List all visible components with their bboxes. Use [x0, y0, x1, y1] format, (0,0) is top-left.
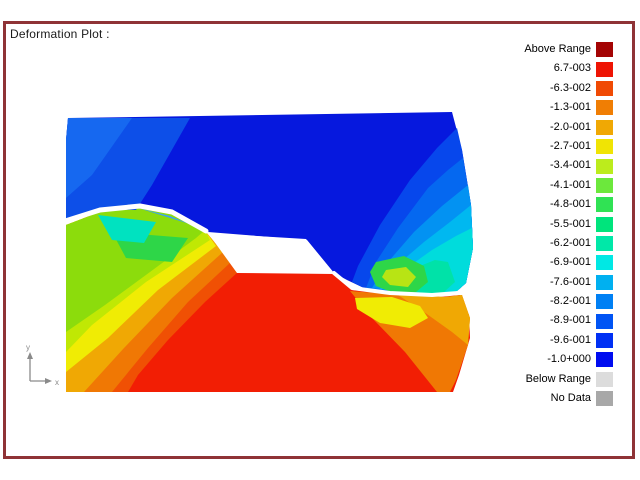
legend-swatch — [596, 333, 613, 349]
legend-row: -2.7-001 — [524, 137, 613, 156]
legend-row: Below Range — [524, 370, 613, 389]
legend-swatch — [596, 80, 613, 96]
legend-swatch — [596, 216, 613, 232]
legend-swatch — [596, 294, 613, 310]
legend-swatch — [596, 352, 613, 368]
legend-label: -2.0-001 — [550, 120, 591, 133]
legend-swatch — [596, 236, 613, 252]
legend-label: 6.7-003 — [553, 62, 591, 75]
page-title: Deformation Plot : — [10, 27, 110, 41]
legend-label: -3.4-001 — [550, 159, 591, 172]
legend-label: -9.6-001 — [550, 333, 591, 346]
legend-label: -8.2-001 — [550, 295, 591, 308]
legend-row: 6.7-003 — [524, 59, 613, 78]
legend-label: Above Range — [524, 43, 591, 55]
legend: Above Range 6.7-003 -6.3-002 -1.3-001 -2.0-0… — [524, 40, 613, 408]
legend-swatch — [596, 274, 613, 290]
y-axis-arrowhead — [27, 352, 33, 359]
x-axis-arrowhead — [45, 378, 52, 384]
legend-swatch — [596, 313, 613, 329]
legend-swatch — [596, 100, 613, 116]
legend-label: -7.6-001 — [550, 275, 591, 288]
interface-crack-left — [59, 203, 209, 234]
legend-swatch — [596, 255, 613, 271]
upper-left-blue-band-inner — [66, 118, 132, 198]
legend-row: -2.0-001 — [524, 118, 613, 137]
y-axis-label: y — [26, 343, 30, 352]
legend-row: -9.6-001 — [524, 331, 613, 350]
right-blob-yellow-green — [382, 267, 416, 287]
legend-row: -8.9-001 — [524, 311, 613, 330]
legend-label: Below Range — [525, 372, 591, 385]
excavation-void — [208, 233, 334, 273]
legend-label: -1.0+000 — [547, 353, 591, 366]
toe-patch-yellow — [355, 297, 428, 328]
legend-swatch — [596, 42, 613, 58]
legend-label: -4.1-001 — [550, 178, 591, 191]
legend-label: No Data — [550, 392, 591, 405]
legend-row: -1.3-001 — [524, 98, 613, 117]
interface-crack-right — [332, 271, 460, 297]
legend-row: -4.1-001 — [524, 176, 613, 195]
legend-row: -7.6-001 — [524, 273, 613, 292]
legend-row: -1.0+000 — [524, 350, 613, 369]
legend-label: -2.7-001 — [550, 139, 591, 152]
legend-label: -5.5-001 — [550, 217, 591, 230]
legend-label: -6.3-002 — [550, 81, 591, 94]
legend-label: -1.3-001 — [550, 101, 591, 114]
legend-row: No Data — [524, 389, 613, 408]
legend-label: -8.9-001 — [550, 314, 591, 327]
legend-row: -6.9-001 — [524, 253, 613, 272]
legend-row: -6.3-002 — [524, 79, 613, 98]
legend-label: -6.2-001 — [550, 236, 591, 249]
legend-row: -3.4-001 — [524, 156, 613, 175]
contour-patch-cyan — [98, 215, 156, 243]
legend-swatch — [596, 177, 613, 193]
legend-row: -8.2-001 — [524, 292, 613, 311]
legend-label: -6.9-001 — [550, 256, 591, 269]
legend-row: -5.5-001 — [524, 215, 613, 234]
legend-swatch — [596, 391, 613, 407]
legend-swatch — [596, 197, 613, 213]
toe-band-amber — [398, 295, 470, 345]
legend-row: -6.2-001 — [524, 234, 613, 253]
frame-border — [3, 21, 635, 459]
legend-label: -4.8-001 — [550, 198, 591, 211]
legend-swatch — [596, 119, 613, 135]
axis-triad: y x — [26, 343, 59, 387]
legend-row: -4.8-001 — [524, 195, 613, 214]
legend-swatch — [596, 371, 613, 387]
legend-swatch — [596, 139, 613, 155]
legend-row: Above Range — [524, 40, 613, 59]
x-axis-label: x — [55, 378, 59, 387]
legend-swatch — [596, 158, 613, 174]
legend-swatch — [596, 61, 613, 77]
